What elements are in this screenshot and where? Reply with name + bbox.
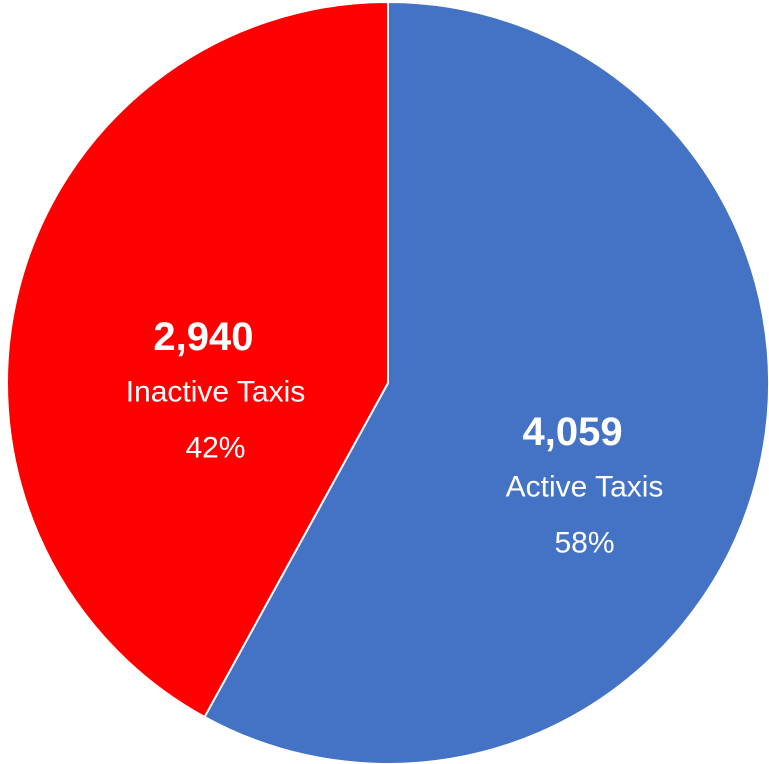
- value-label: 4,059: [522, 410, 622, 454]
- percent-label: 58%: [555, 526, 615, 559]
- category-label: Inactive Taxis: [126, 376, 306, 409]
- value-label: 2,940: [153, 315, 253, 359]
- pie-slice: [6, 0, 389, 719]
- percent-label: 42%: [185, 432, 245, 465]
- category-label: Active Taxis: [506, 470, 664, 503]
